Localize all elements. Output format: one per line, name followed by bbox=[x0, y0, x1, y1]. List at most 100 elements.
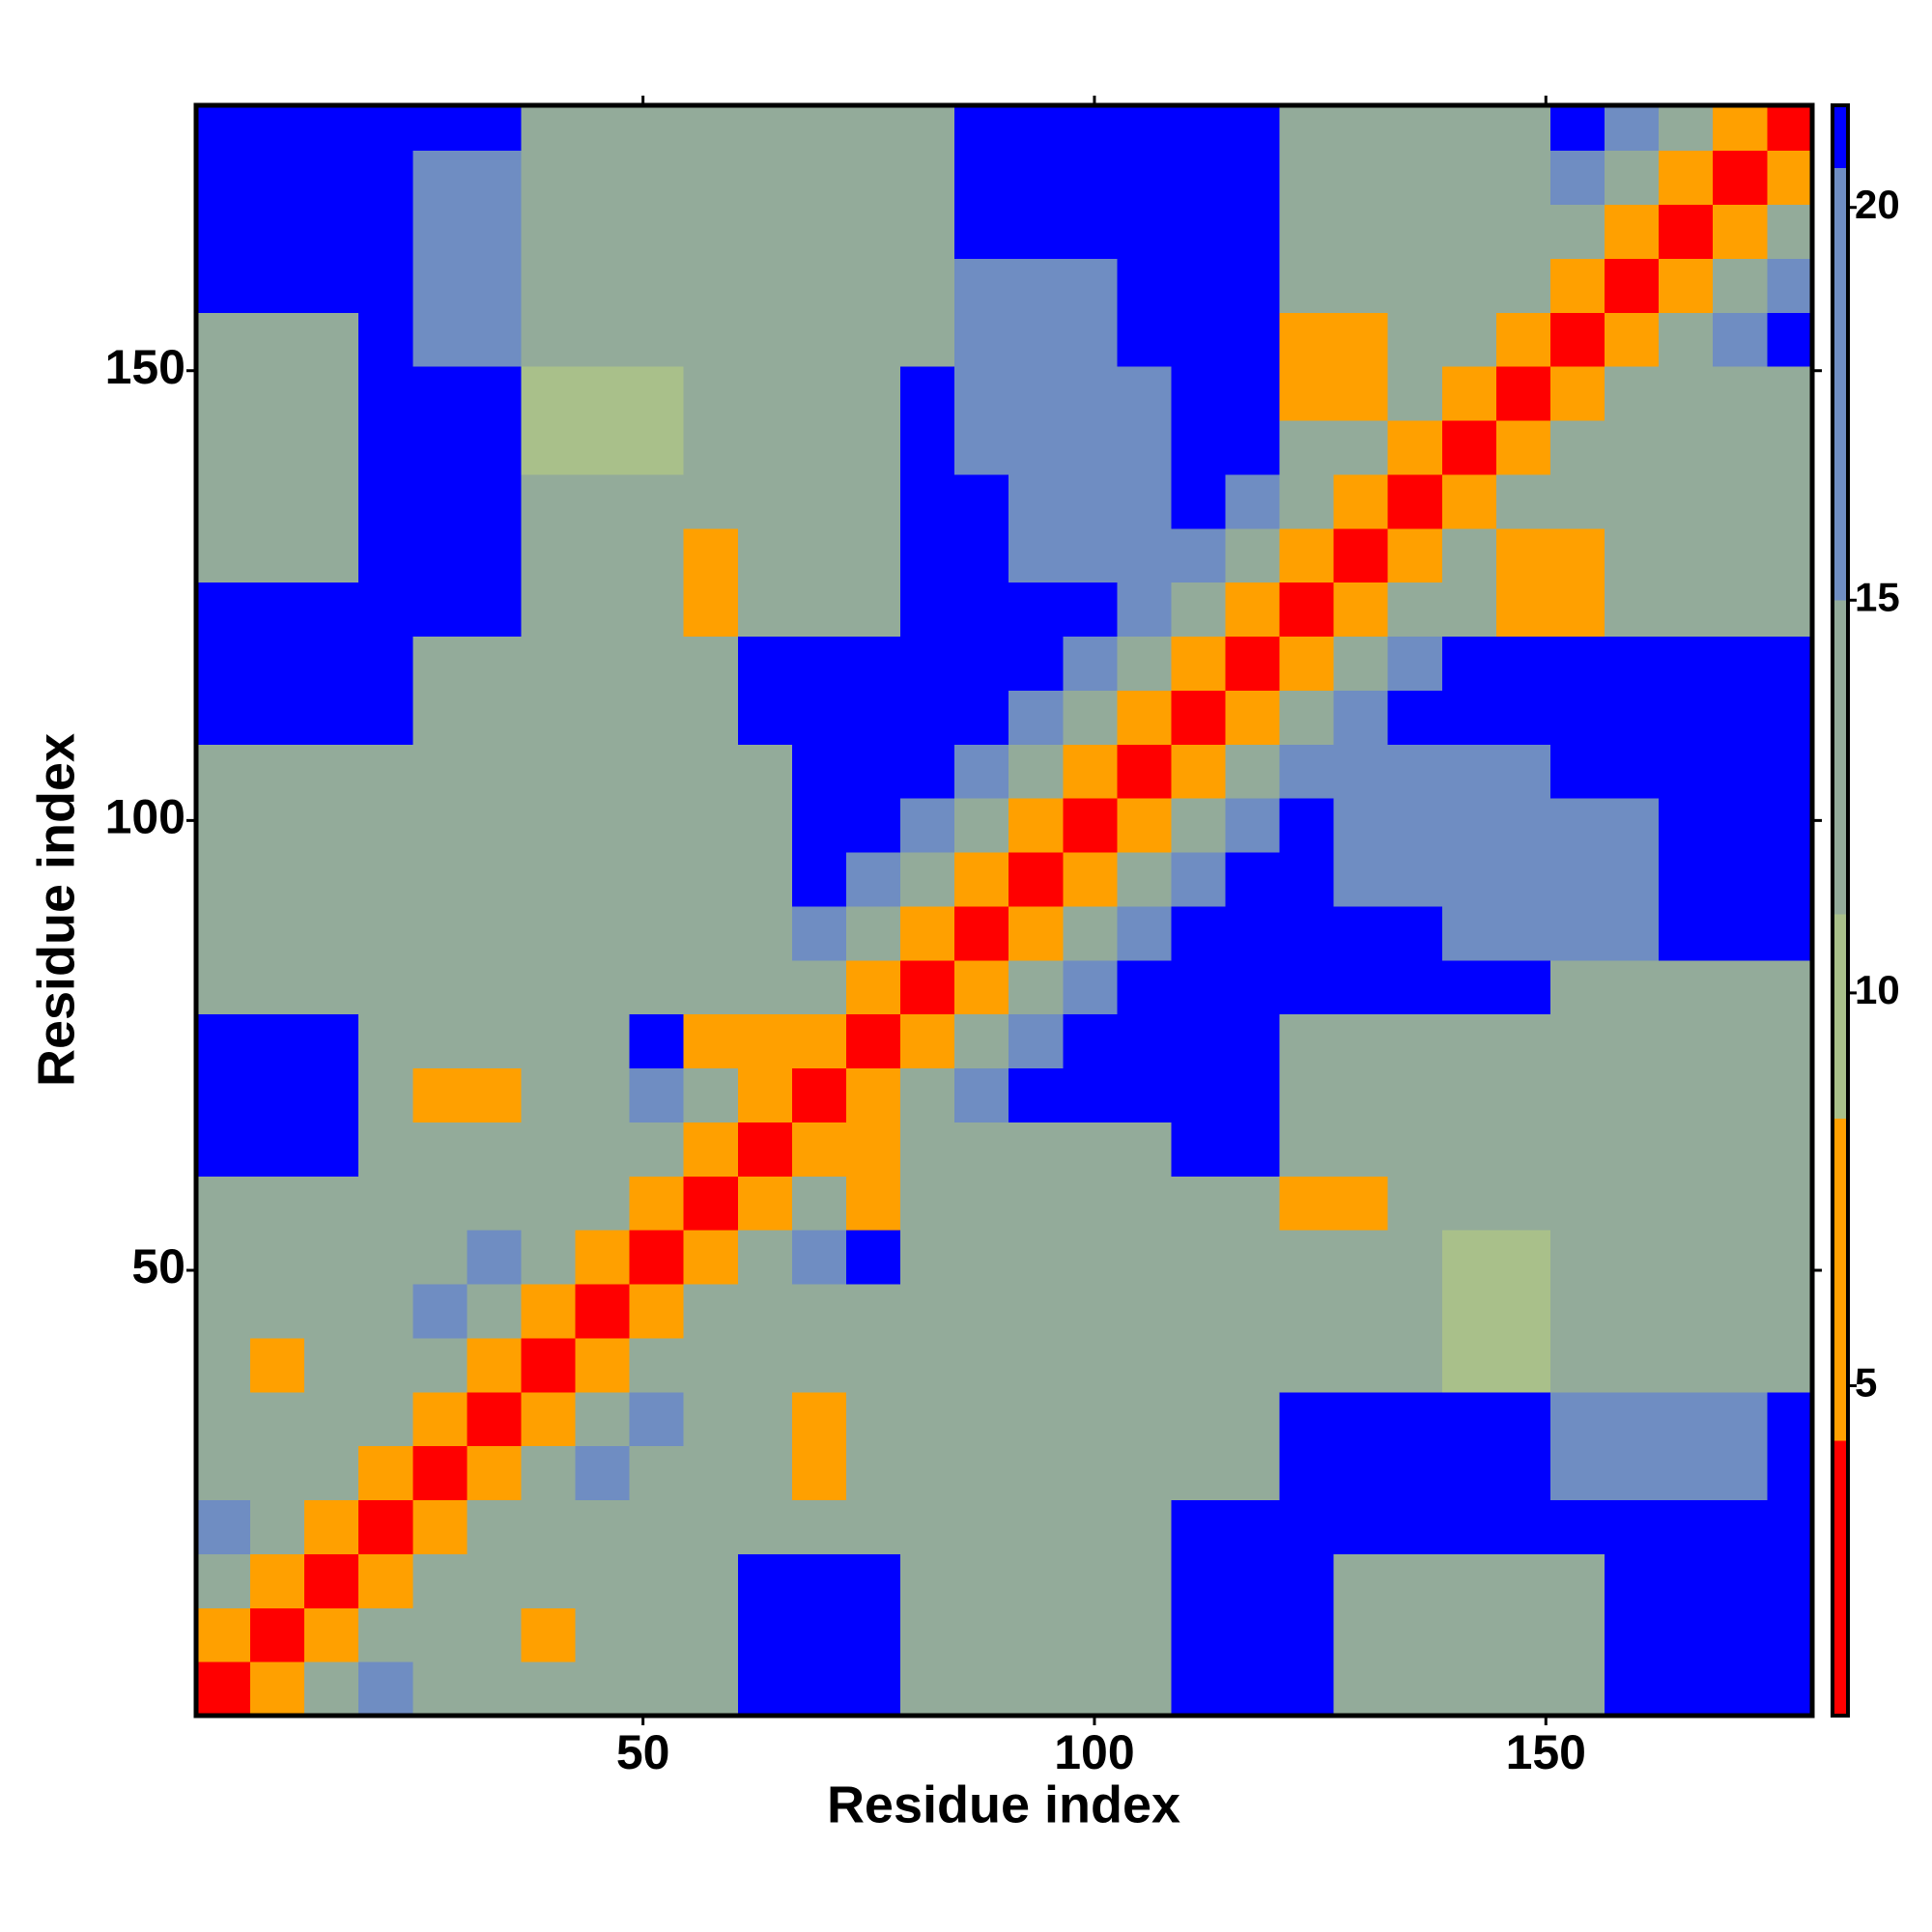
heatmap-cell bbox=[1171, 851, 1227, 907]
heatmap-cell bbox=[1009, 1230, 1064, 1285]
heatmap-cell bbox=[683, 1662, 739, 1716]
heatmap-cell bbox=[250, 1607, 305, 1662]
heatmap-cell bbox=[1441, 959, 1497, 1015]
heatmap-cell bbox=[1225, 744, 1281, 799]
heatmap-cell bbox=[1549, 419, 1605, 475]
heatmap-cell bbox=[358, 1230, 413, 1285]
heatmap-cell bbox=[1063, 419, 1118, 475]
heatmap-cell bbox=[1767, 1283, 1812, 1339]
heatmap-cell bbox=[683, 1445, 739, 1501]
heatmap-cell bbox=[683, 1067, 739, 1122]
heatmap-cell bbox=[1225, 1607, 1281, 1662]
heatmap-cell bbox=[1713, 150, 1768, 206]
heatmap-cell bbox=[1171, 1607, 1227, 1662]
heatmap-cell bbox=[1117, 366, 1173, 421]
heatmap-cell bbox=[1117, 473, 1173, 529]
heatmap-cell bbox=[845, 1662, 901, 1716]
heatmap-cell bbox=[1333, 582, 1389, 638]
heatmap-cell bbox=[1441, 1662, 1497, 1716]
heatmap-cell bbox=[1387, 1176, 1443, 1231]
heatmap-cell bbox=[1009, 150, 1064, 206]
heatmap-cell bbox=[1063, 798, 1118, 853]
heatmap-cell bbox=[954, 959, 1009, 1015]
heatmap-cell bbox=[900, 1283, 955, 1339]
heatmap-cell bbox=[1279, 798, 1335, 853]
heatmap-cell bbox=[629, 1013, 685, 1069]
heatmap-cell bbox=[250, 1445, 305, 1501]
heatmap-cell bbox=[250, 690, 305, 745]
heatmap-cell bbox=[629, 150, 685, 206]
heatmap-cell bbox=[629, 1391, 685, 1447]
heatmap-cell bbox=[1767, 636, 1812, 691]
heatmap-cell bbox=[1009, 636, 1064, 691]
heatmap-cell bbox=[521, 204, 577, 259]
heatmap-cell bbox=[1225, 1122, 1281, 1177]
heatmap-cell bbox=[629, 1176, 685, 1231]
heatmap-cell bbox=[683, 1176, 739, 1231]
heatmap-cell bbox=[1279, 527, 1335, 583]
heatmap-cell bbox=[954, 798, 1009, 853]
heatmap-cell bbox=[791, 905, 847, 961]
heatmap-cell bbox=[1225, 582, 1281, 638]
heatmap-cell bbox=[196, 527, 251, 583]
heatmap-cell bbox=[1549, 366, 1605, 421]
heatmap-cell bbox=[1225, 1662, 1281, 1716]
heatmap-cell bbox=[1605, 1067, 1660, 1122]
heatmap-cell bbox=[1713, 366, 1768, 421]
heatmap-cell bbox=[1713, 1662, 1768, 1716]
heatmap-cell bbox=[791, 1391, 847, 1447]
heatmap-cell bbox=[791, 1122, 847, 1177]
heatmap-cell bbox=[1387, 1607, 1443, 1662]
heatmap-cell bbox=[954, 366, 1009, 421]
heatmap-cell bbox=[1063, 1607, 1118, 1662]
heatmap-cell bbox=[1171, 419, 1227, 475]
heatmap-cell bbox=[629, 1337, 685, 1393]
x-tick-label: 100 bbox=[1054, 1725, 1134, 1779]
heatmap-cell bbox=[629, 258, 685, 313]
heatmap-cell bbox=[521, 105, 577, 152]
heatmap-cell bbox=[737, 312, 793, 367]
heatmap-cell bbox=[1333, 1391, 1389, 1447]
heatmap-cell bbox=[412, 851, 468, 907]
heatmap-cell bbox=[1009, 1176, 1064, 1231]
heatmap-cell bbox=[1009, 204, 1064, 259]
heatmap-cell bbox=[1117, 1445, 1173, 1501]
heatmap-cell bbox=[1659, 312, 1714, 367]
heatmap-cell bbox=[1009, 1553, 1064, 1608]
heatmap-cell bbox=[683, 473, 739, 529]
heatmap-cell bbox=[629, 419, 685, 475]
heatmap-cell bbox=[1063, 473, 1118, 529]
heatmap-cell bbox=[1713, 1499, 1768, 1554]
heatmap-cell bbox=[1549, 1067, 1605, 1122]
heatmap-cell bbox=[1117, 1176, 1173, 1231]
heatmap-cell bbox=[1441, 1445, 1497, 1501]
heatmap-cell bbox=[1767, 1553, 1812, 1608]
heatmap-cell bbox=[1063, 1445, 1118, 1501]
heatmap-cell bbox=[1063, 1553, 1118, 1608]
heatmap-cell bbox=[1171, 1391, 1227, 1447]
heatmap-cell bbox=[412, 582, 468, 638]
heatmap-cell bbox=[575, 1607, 631, 1662]
heatmap-cell bbox=[1441, 366, 1497, 421]
heatmap-cell bbox=[358, 419, 413, 475]
heatmap-cell bbox=[737, 959, 793, 1015]
heatmap-cell bbox=[1767, 258, 1812, 313]
heatmap-cell bbox=[1279, 1445, 1335, 1501]
heatmap-cell bbox=[954, 473, 1009, 529]
heatmap-cell bbox=[304, 150, 359, 206]
heatmap-cell bbox=[900, 959, 955, 1015]
heatmap-cell bbox=[1117, 419, 1173, 475]
heatmap-cell bbox=[791, 690, 847, 745]
heatmap-cell bbox=[1713, 1176, 1768, 1231]
heatmap-cell bbox=[358, 582, 413, 638]
heatmap-cell bbox=[1441, 105, 1497, 152]
heatmap-cell bbox=[575, 744, 631, 799]
heatmap-cell bbox=[1549, 959, 1605, 1015]
heatmap-cell bbox=[1605, 473, 1660, 529]
heatmap-cell bbox=[575, 312, 631, 367]
heatmap-cell bbox=[791, 1067, 847, 1122]
heatmap-cell bbox=[791, 473, 847, 529]
heatmap-cell bbox=[1009, 366, 1064, 421]
heatmap-cell bbox=[683, 798, 739, 853]
y-tick-label: 150 bbox=[105, 340, 185, 394]
